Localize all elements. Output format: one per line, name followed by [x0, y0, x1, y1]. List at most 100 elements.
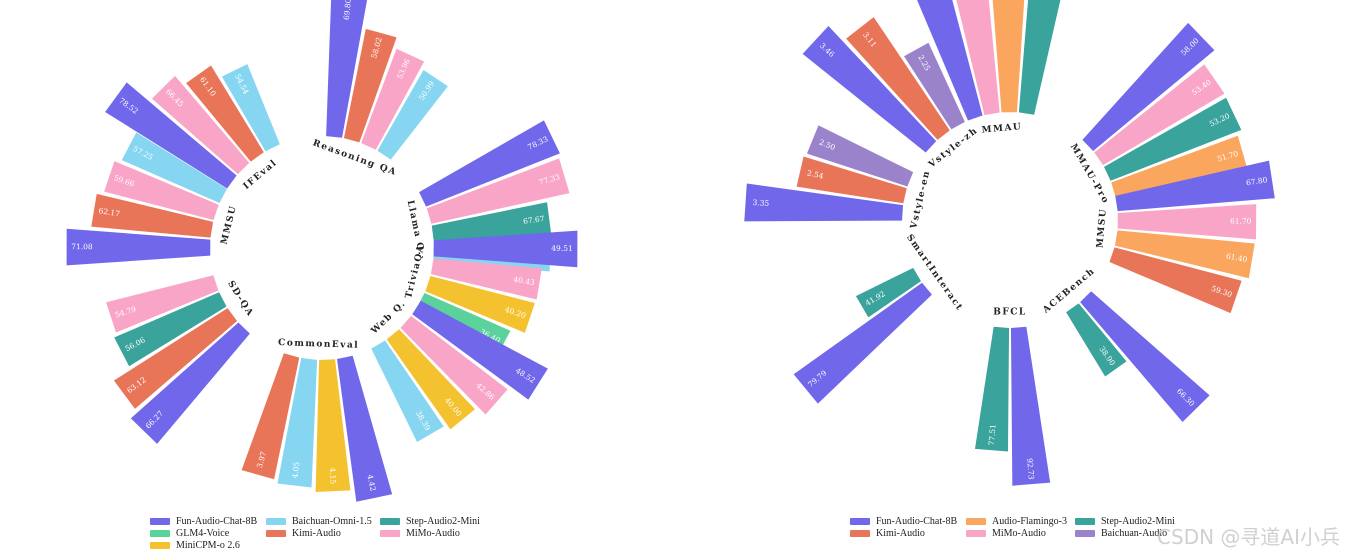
group-mmau: 76.6074.9073.3073.20MMAU [917, 0, 1061, 136]
legend-label: Fun-Audio-Chat-8B [876, 516, 958, 527]
value-label: 40.43 [513, 275, 536, 287]
bar-llama-q-step-audio2-mini [431, 202, 552, 242]
radial-bar-chart-left: 78.52 66.45 61.10 54.54IFEval69.8058.0253.9… [66, 0, 578, 502]
bar-triviaqa-fun-audio-chat-8b [433, 230, 578, 268]
bar-mmau-audio-flamingo-3 [992, 0, 1025, 113]
bar-reasoning-qa-kimi-audio [343, 28, 397, 143]
legend-item-fun-audio-chat-8b: Fun-Audio-Chat-8B [850, 516, 957, 528]
bar-mmau-fun-audio-chat-8b [917, 0, 983, 121]
bar-vstyle-en-kimi-audio [796, 156, 907, 204]
bar-mmau-pro-step-audio2-mini [1103, 97, 1242, 181]
bar-vstyle-zh-kimi-audio [846, 17, 950, 140]
bar-reasoning-qa-mimo-audio [361, 48, 425, 150]
legend-swatch [150, 530, 170, 538]
value-label: 4.42 [365, 474, 377, 492]
bar-ifeval-baichuan-omni-1-5 [221, 64, 280, 152]
bar-mmau-step-audio2-mini [1018, 0, 1061, 115]
bar-smartinteract-fun-audio-chat-8b [793, 282, 932, 404]
value-label: 49.51 [551, 244, 573, 253]
legend-item-audio-flamingo-3: Audio-Flamingo-3 [966, 516, 1067, 528]
bar-reasoning-qa-fun-audio-chat-8b [326, 0, 368, 138]
legend-item-mimo-audio: MiMo-Audio [966, 528, 1046, 540]
legend-swatch [966, 518, 986, 526]
legend-item-step-audio2-mini: Step-Audio2-Mini [1075, 516, 1175, 528]
bar-web-q-baichuan-omni-1-5 [371, 340, 444, 443]
group-bfcl: 92.73 77.51 BFCL [974, 308, 1051, 486]
bar-sd-qa-fun-audio-chat-8b [130, 322, 250, 444]
legend-item-mimo-audio: MiMo-Audio [380, 528, 460, 540]
bar-mmsu-mimo-audio [1117, 204, 1257, 240]
bar-vstyle-zh-fun-audio-chat-8b [802, 25, 937, 153]
bar-sd-qa-kimi-audio [113, 308, 238, 409]
legend-item-step-audio2-mini: Step-Audio2-Mini [380, 516, 480, 528]
value-label: 4.05 [290, 461, 301, 479]
bar-web-q-fun-audio-chat-8b [412, 300, 548, 400]
value-label: 4.15 [328, 467, 338, 484]
bar-commoneval-minicpm-o-2-6 [315, 359, 351, 492]
legend-label: Kimi-Audio [876, 528, 925, 539]
bar-mmsu-kimi-audio [1109, 247, 1242, 314]
value-label: 61.40 [1225, 252, 1248, 264]
watermark: CSDN @寻道AI小兵 [1157, 525, 1340, 549]
legend-item-fun-audio-chat-8b: Fun-Audio-Chat-8B [150, 516, 257, 528]
legend-swatch [266, 518, 286, 526]
legend-label: Kimi-Audio [292, 528, 341, 539]
group-label-vstyle-en: Vstyle-en [909, 169, 932, 231]
value-label: 92.73 [1025, 458, 1036, 480]
value-label: 67.67 [523, 214, 546, 226]
group-label-mmsu: MMSU [220, 204, 239, 246]
bar-acebench-fun-audio-chat-8b [1080, 291, 1210, 423]
legend-swatch [380, 530, 400, 538]
bar-mmsu-fun-audio-chat-8b [66, 228, 211, 266]
bar-mmau-mimo-audio [956, 0, 1000, 116]
legend-item-minicpm-o-2-6: MiniCPM-o 2.6 [150, 540, 240, 552]
bar-acebench-step-audio2-mini [1066, 303, 1127, 377]
value-label: 3.35 [752, 198, 769, 208]
group-label-commoneval: CommonEval [278, 338, 359, 351]
bar-vstyle-zh-baichuan-audio [904, 42, 965, 130]
bar-ifeval-mimo-audio [151, 75, 250, 175]
bar-smartinteract-step-audio2-mini [855, 267, 921, 318]
legend-swatch [1075, 518, 1095, 526]
bar-bfcl-step-audio2-mini [974, 326, 1010, 452]
legend-label: Step-Audio2-Mini [406, 516, 480, 527]
bar-commoneval-fun-audio-chat-8b [337, 355, 393, 502]
legend-item-kimi-audio: Kimi-Audio [850, 528, 925, 540]
bar-mmau-pro-mimo-audio [1094, 64, 1225, 166]
bar-mmsu-mimo-audio [104, 161, 219, 220]
value-label: 71.08 [71, 242, 93, 251]
legend-swatch [150, 518, 170, 526]
bar-web-q-minicpm-o-2-6 [386, 329, 475, 430]
legend-item-baichuan-omni-1-5: Baichuan-Omni-1.5 [266, 516, 372, 528]
value-label: 67.80 [1245, 175, 1268, 187]
legend-item-baichuan-audio: Baichuan-Audio [1075, 528, 1167, 540]
legend-label: Baichuan-Omni-1.5 [292, 516, 372, 527]
group-label-triviaqa: TriviaQA [404, 243, 427, 299]
group-label-mmau: MMAU [981, 122, 1022, 136]
bar-sd-qa-step-audio2-mini [114, 292, 227, 367]
bar-llama-q-fun-audio-chat-8b [419, 120, 560, 207]
legend-label: Step-Audio2-Mini [1101, 516, 1175, 527]
radial-bar-chart-right: 76.6074.9073.3073.20MMAU58.0053.4053.205… [744, 0, 1275, 486]
legend-label: MiMo-Audio [992, 528, 1046, 539]
legend-swatch [150, 542, 170, 550]
legend-swatch [850, 518, 870, 526]
bar-bfcl-fun-audio-chat-8b [1010, 326, 1051, 486]
value-label: 77.51 [987, 424, 998, 446]
bar-commoneval-kimi-audio [241, 353, 300, 480]
bar-mmau-pro-fun-audio-chat-8b [1082, 22, 1215, 152]
legend-item-kimi-audio: Kimi-Audio [266, 528, 341, 540]
legend-swatch [1075, 530, 1095, 538]
value-label: 2.54 [806, 168, 825, 181]
legend-label: GLM4-Voice [176, 528, 230, 539]
bar-mmsu-fun-audio-chat-8b [1115, 160, 1275, 212]
